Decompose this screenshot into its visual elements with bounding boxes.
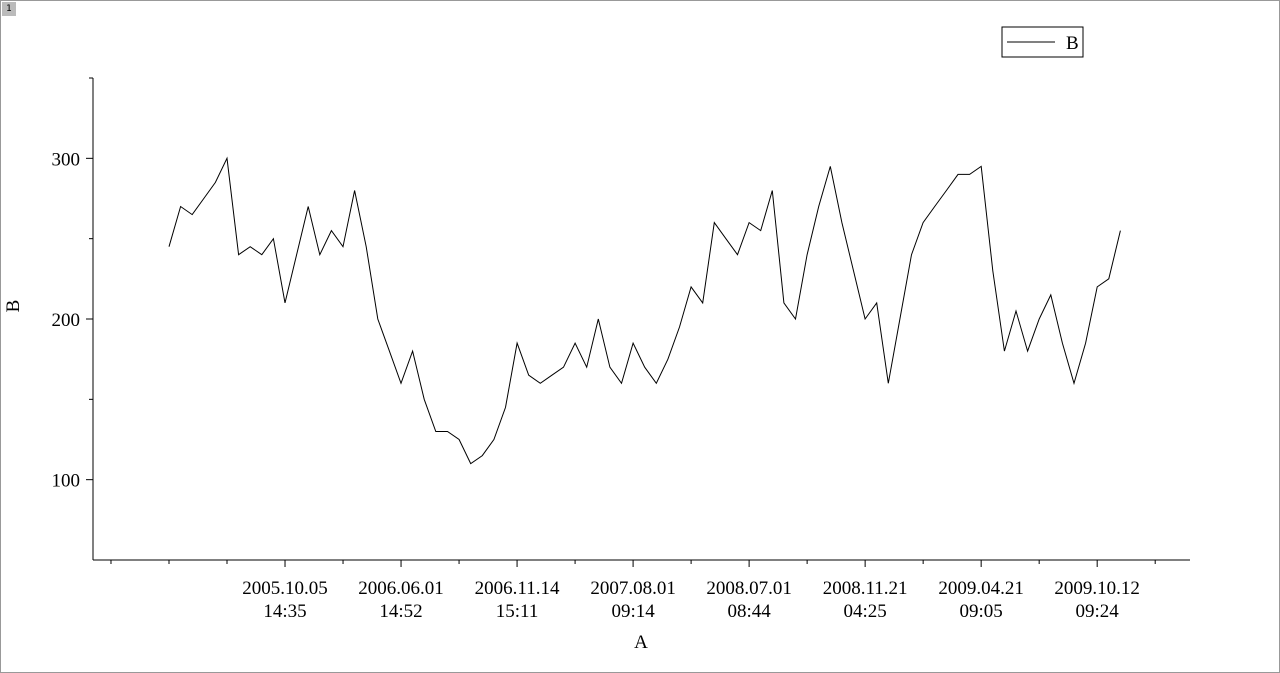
x-tick-label: 2006.06.01 14:52 xyxy=(358,578,444,622)
y-axis-label: B xyxy=(3,300,24,313)
y-tick-label: 300 xyxy=(52,149,81,170)
x-tick-label: 2005.10.05 14:35 xyxy=(242,578,328,622)
x-tick-label: 2009.04.21 09:05 xyxy=(938,578,1024,622)
x-tick-label: 2009.10.12 09:24 xyxy=(1054,578,1140,622)
data-line xyxy=(168,156,1121,465)
y-tick-label: 100 xyxy=(52,471,81,492)
x-tick-label: 2008.11.21 04:25 xyxy=(823,578,908,622)
legend-label: B xyxy=(1066,33,1079,54)
x-tick-label: 2006.11.14 15:11 xyxy=(475,578,560,622)
x-tick-label: 2007.08.01 09:14 xyxy=(590,578,676,622)
y-tick-label: 200 xyxy=(52,310,81,331)
window-tab[interactable]: 1 xyxy=(2,2,16,16)
x-tick-label: 2008.07.01 08:44 xyxy=(706,578,792,622)
x-axis-label: A xyxy=(634,632,648,653)
